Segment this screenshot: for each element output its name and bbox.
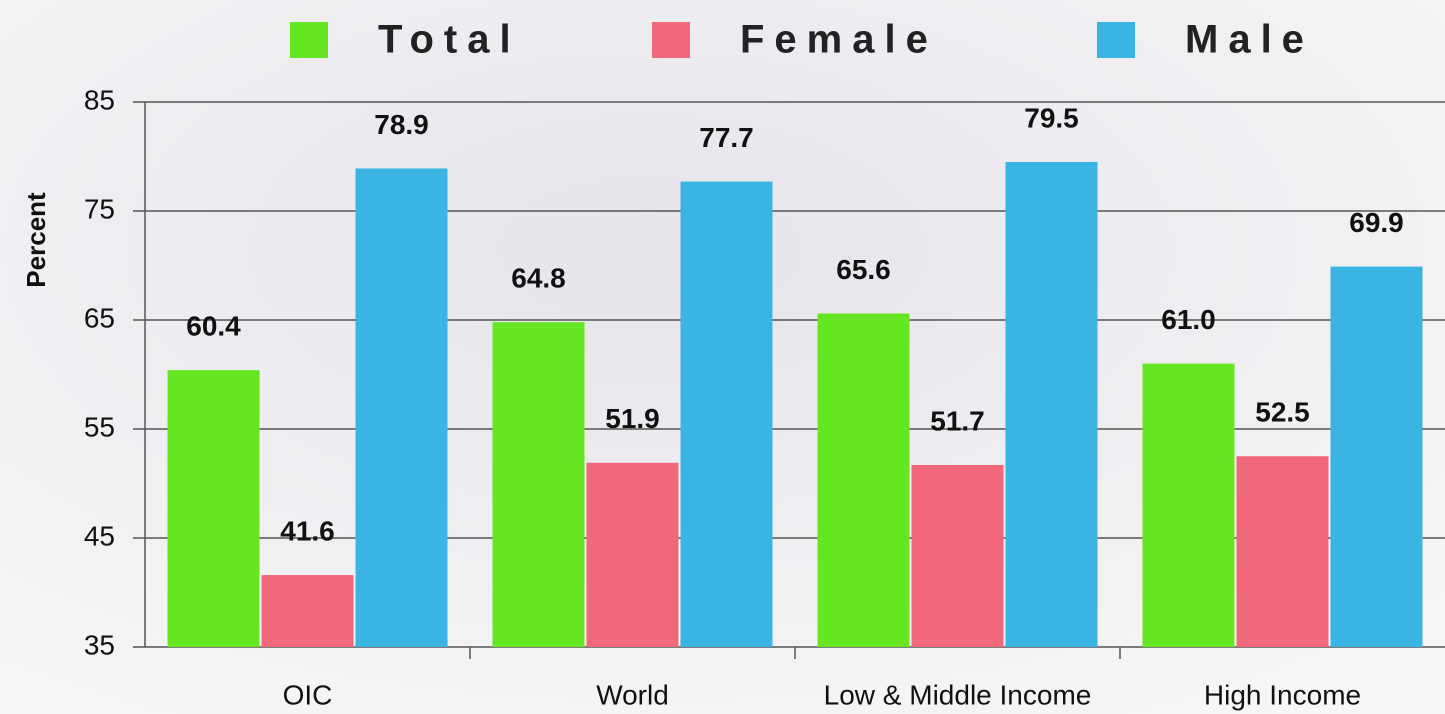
x-tick-label: Low & Middle Income [824, 679, 1092, 710]
value-label: 41.6 [280, 515, 335, 546]
chart: Percent 35 45 55 65 75 85 OIC 60.4 41.6 78.9 World… [0, 0, 1445, 714]
x-tick-label: World [596, 679, 669, 710]
value-label: 69.9 [1349, 207, 1404, 238]
bar [1006, 162, 1098, 647]
y-tick-label: 45 [84, 520, 115, 551]
bar [587, 463, 679, 647]
value-label: 79.5 [1024, 102, 1079, 133]
bar [818, 313, 910, 647]
value-label: 61.0 [1161, 304, 1216, 335]
bar [168, 370, 260, 647]
legend-label: Total [378, 18, 521, 62]
legend-swatch [1097, 22, 1135, 58]
legend-label: Female [740, 18, 938, 62]
x-tick-label: High Income [1204, 679, 1361, 710]
bar [912, 465, 1004, 647]
y-tick-label: 85 [84, 84, 115, 115]
legend-swatch [290, 22, 328, 58]
bar [681, 182, 773, 647]
y-tick-label: 55 [84, 411, 115, 442]
value-label: 64.8 [511, 263, 566, 294]
value-label: 51.7 [930, 405, 985, 436]
bar [356, 168, 448, 647]
value-label: 65.6 [836, 254, 891, 285]
bar [1331, 267, 1423, 647]
bar [1237, 456, 1329, 647]
x-tick-label: OIC [283, 679, 333, 710]
bar [493, 322, 585, 647]
y-tick-label: 75 [84, 193, 115, 224]
y-tick-label: 35 [84, 629, 115, 660]
y-tick-label: 65 [84, 302, 115, 333]
value-label: 60.4 [186, 311, 241, 342]
legend-swatch [652, 22, 690, 58]
page: Percent 35 45 55 65 75 85 OIC 60.4 41.6 78.9 World… [0, 0, 1445, 714]
value-label: 52.5 [1255, 397, 1310, 428]
value-label: 77.7 [699, 122, 754, 153]
value-label: 78.9 [374, 109, 429, 140]
legend-label: Male [1185, 18, 1314, 62]
bar [1143, 364, 1235, 647]
value-label: 51.9 [605, 403, 660, 434]
y-axis-label: Percent [21, 192, 51, 288]
bar [262, 575, 354, 647]
